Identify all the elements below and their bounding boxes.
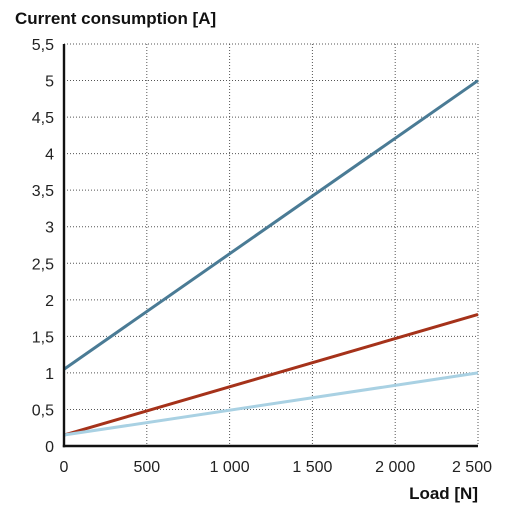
y-tick-label-8: 4	[45, 147, 54, 164]
y-tick-label-10: 5	[45, 74, 54, 91]
y-tick-label-3: 1,5	[32, 329, 54, 346]
y-tick-label-7: 3,5	[32, 183, 54, 200]
series-line-2	[63, 312, 479, 437]
x-tick-label-0: 0	[60, 459, 69, 476]
series-line-1	[63, 79, 479, 371]
x-tick-label-3: 1 500	[292, 459, 332, 476]
y-tick-label-1: 0,5	[32, 402, 54, 419]
x-tick-label-1: 500	[133, 459, 160, 476]
y-tick-label-5: 2,5	[32, 256, 54, 273]
y-tick-label-0: 0	[45, 439, 54, 456]
grid	[64, 43, 479, 446]
x-axis-title: Load [N]	[409, 484, 478, 503]
axes	[62, 44, 478, 448]
y-tick-label-2: 1	[45, 366, 54, 383]
y-tick-label-9: 4,5	[32, 110, 54, 127]
y-tick-labels: 0 0,5 1 1,5 2 2,5 3 3,5 4 4,5 5 5,5	[32, 37, 54, 456]
x-tick-labels: 0 500 1 000 1 500 2 000 2 500	[60, 459, 493, 476]
x-tick-label-5: 2 500	[452, 459, 492, 476]
y-axis-title: Current consumption [A]	[15, 9, 216, 28]
y-tick-label-6: 3	[45, 220, 54, 237]
series-line-3	[63, 371, 479, 437]
x-tick-label-4: 2 000	[375, 459, 415, 476]
y-tick-label-11: 5,5	[32, 37, 54, 54]
series-lines	[63, 79, 479, 437]
y-tick-label-4: 2	[45, 293, 54, 310]
x-tick-label-2: 1 000	[210, 459, 250, 476]
